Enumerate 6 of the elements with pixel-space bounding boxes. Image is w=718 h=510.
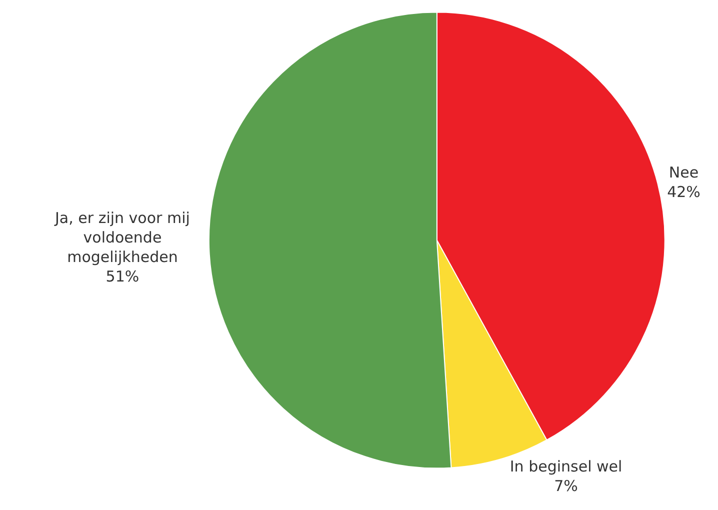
slice-label: Nee xyxy=(668,164,699,182)
slice-label: Ja, er zijn voor mij voldoende mogelijkheden xyxy=(54,209,190,266)
data-label: 51% xyxy=(106,268,140,286)
slice-label: In beginsel wel xyxy=(510,458,622,476)
data-label: 42% xyxy=(667,183,700,202)
data-label: 7% xyxy=(554,477,578,496)
